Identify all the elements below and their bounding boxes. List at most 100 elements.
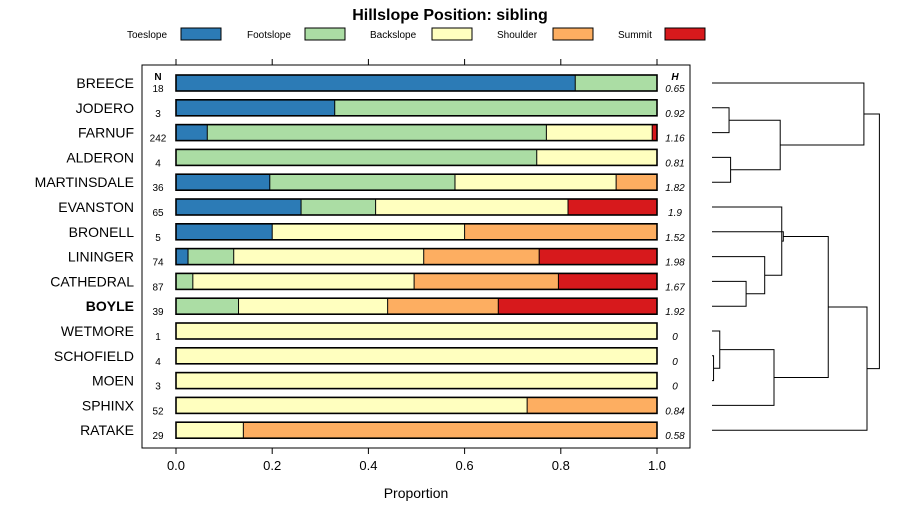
bar-segment-summit bbox=[568, 199, 657, 215]
row-h-value: 0.84 bbox=[665, 406, 685, 417]
row-h-value: 1.92 bbox=[665, 307, 685, 318]
bar-segment-backslope bbox=[238, 298, 388, 315]
row-n-value: 39 bbox=[152, 307, 164, 318]
row-label: RATAKE bbox=[80, 422, 134, 438]
bar-outline bbox=[175, 371, 658, 390]
legend-swatch-footslope bbox=[304, 27, 346, 41]
row-n-value: 65 bbox=[152, 208, 164, 219]
dendrogram-link bbox=[712, 231, 784, 242]
bar-segment-toeslope bbox=[176, 223, 273, 240]
legend-swatch-shoulder bbox=[552, 27, 594, 41]
row-h-value: 0.58 bbox=[665, 431, 685, 442]
x-axis: 0.0 0.2 0.4 0.6 0.8 1.0 bbox=[167, 59, 666, 473]
bar-segment-shoulder bbox=[414, 273, 559, 290]
bar-segment-footslope bbox=[176, 298, 239, 315]
bar-segment-toeslope bbox=[176, 174, 270, 191]
row-n-value: 74 bbox=[152, 258, 164, 269]
row-n-value: 1 bbox=[155, 332, 161, 343]
row-h-value: 0 bbox=[672, 357, 678, 368]
dendrogram-link bbox=[863, 113, 880, 370]
row-label: MARTINSDALE bbox=[35, 174, 134, 190]
row-farnuf: FARNUF 242 1.16 bbox=[78, 123, 685, 145]
row-label: SCHOFIELD bbox=[54, 348, 134, 364]
dendrogram-link bbox=[712, 256, 766, 295]
row-label: SPHINX bbox=[82, 397, 135, 413]
h-column-header: H bbox=[671, 72, 679, 83]
row-n-value: 4 bbox=[155, 158, 161, 169]
row-wetmore: WETMORE 1 0 bbox=[61, 322, 678, 343]
bar-segment-summit bbox=[558, 273, 657, 290]
row-n-value: 52 bbox=[152, 406, 164, 417]
bar-segment-toeslope bbox=[176, 99, 335, 116]
dendrogram-link bbox=[712, 280, 747, 307]
bar-segment-footslope bbox=[207, 124, 547, 141]
row-n-value: 242 bbox=[150, 134, 167, 145]
row-label: BRONELL bbox=[69, 224, 135, 240]
bar-segment-backslope bbox=[375, 199, 569, 215]
row-schofield: SCHOFIELD 4 0 bbox=[54, 346, 678, 368]
row-boyle: BOYLE 39 1.92 bbox=[86, 297, 685, 318]
row-label: BREECE bbox=[76, 75, 134, 91]
bar-segment-toeslope bbox=[176, 75, 576, 91]
legend-swatch-summit bbox=[664, 27, 706, 41]
bar-outline bbox=[175, 99, 658, 117]
dendrogram-link bbox=[712, 355, 715, 382]
bar-outline bbox=[175, 123, 658, 142]
dendrogram-link bbox=[729, 119, 781, 171]
bar-outline bbox=[175, 247, 658, 266]
plot-frame bbox=[141, 64, 691, 449]
bar-segment-backslope bbox=[536, 149, 657, 166]
x-tick-label: 0.6 bbox=[456, 458, 474, 473]
row-label: ALDERON bbox=[66, 149, 134, 165]
row-h-value: 0 bbox=[672, 332, 678, 343]
dendrogram-link bbox=[712, 349, 775, 406]
row-label: FARNUF bbox=[78, 125, 134, 141]
row-label: BOYLE bbox=[86, 298, 134, 314]
bar-segment-shoulder bbox=[464, 223, 657, 240]
bar-outline bbox=[175, 74, 658, 92]
bar-segment-shoulder bbox=[243, 422, 657, 439]
bar-segment-shoulder bbox=[616, 174, 657, 191]
row-jodero: JODERO 3 0.92 bbox=[76, 99, 685, 120]
bar-segment-footslope bbox=[269, 174, 455, 191]
n-column-header: N bbox=[154, 72, 161, 83]
legend-swatch-backslope bbox=[431, 27, 473, 41]
row-lininger: LININGER 74 1.98 bbox=[68, 247, 685, 269]
row-moen: MOEN 3 0 bbox=[92, 371, 678, 393]
bar-outline bbox=[175, 272, 658, 291]
row-h-value: 1.52 bbox=[665, 233, 685, 244]
bar-outline bbox=[175, 322, 658, 340]
legend-label-shoulder: Shoulder bbox=[497, 30, 538, 41]
bar-segment-backslope bbox=[454, 174, 617, 191]
legend-label-footslope: Footslope bbox=[247, 30, 291, 41]
dendrogram-link bbox=[712, 107, 730, 134]
bar-segment-backslope bbox=[192, 273, 415, 290]
legend-label-toeslope: Toeslope bbox=[127, 30, 167, 41]
row-n-value: 87 bbox=[152, 282, 164, 293]
row-h-value: 1.16 bbox=[665, 134, 685, 145]
x-tick-label: 0.2 bbox=[263, 458, 281, 473]
row-h-value: 1.98 bbox=[665, 258, 685, 269]
row-cathedral: CATHEDRAL 87 1.67 bbox=[50, 272, 685, 293]
dendrogram-link bbox=[712, 82, 865, 146]
row-bronell: BRONELL 5 1.52 bbox=[69, 223, 685, 244]
bar-segment-shoulder bbox=[423, 248, 540, 265]
x-tick-label: 1.0 bbox=[648, 458, 666, 473]
row-h-value: 0 bbox=[672, 382, 678, 393]
bar-outline bbox=[175, 198, 658, 216]
row-label: EVANSTON bbox=[58, 199, 134, 215]
row-h-value: 0.65 bbox=[665, 84, 685, 95]
row-n-value: 3 bbox=[155, 109, 161, 120]
bar-segment-footslope bbox=[176, 273, 193, 290]
x-tick-label: 0.4 bbox=[359, 458, 377, 473]
row-n-value: 29 bbox=[152, 431, 164, 442]
legend: Toeslope Footslope Backslope Shoulder Summit bbox=[127, 27, 706, 41]
row-martinsdale: MARTINSDALE 36 1.82 bbox=[35, 173, 685, 194]
bar-segment-summit bbox=[539, 248, 657, 265]
dendrogram-link bbox=[712, 306, 868, 431]
legend-label-summit: Summit bbox=[618, 30, 652, 41]
dendrogram-link bbox=[712, 156, 732, 183]
row-label: WETMORE bbox=[61, 323, 134, 339]
bar-segment-backslope bbox=[233, 248, 424, 265]
row-n-value: 5 bbox=[155, 233, 161, 244]
